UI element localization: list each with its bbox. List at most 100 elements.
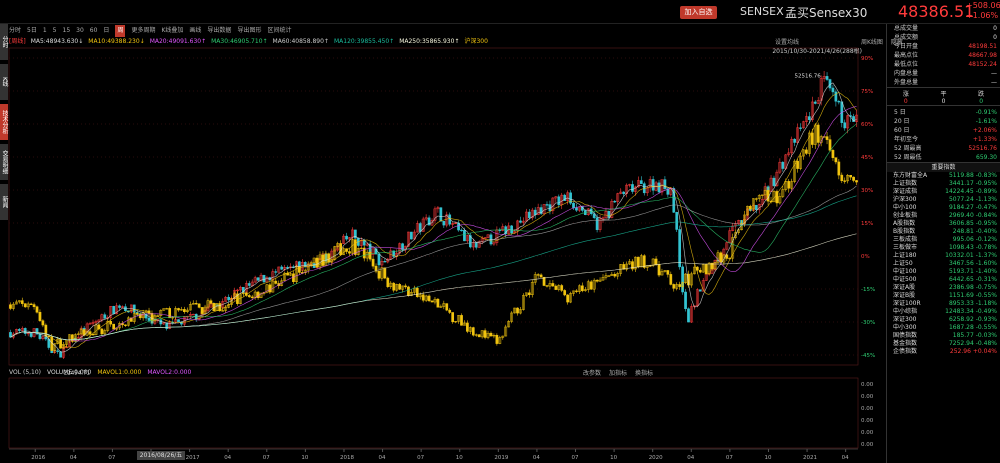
index-row[interactable]: 深证B股 1151.69 -0.55%: [887, 292, 1000, 300]
index-row[interactable]: 企债指数 252.96 +0.04%: [887, 348, 1000, 356]
index-row[interactable]: 沪深300 5077.24 -1.13%: [887, 196, 1000, 204]
csi300-candle: [368, 251, 372, 260]
csi300-candle: [407, 286, 410, 296]
csi300-candle: [180, 309, 183, 311]
index-row[interactable]: 上证50 3467.56 -1.60%: [887, 260, 1000, 268]
csi300-candle: [466, 322, 469, 332]
add-watchlist-button[interactable]: 加入自选: [680, 6, 717, 19]
csi300-candle: [445, 303, 449, 311]
csi300-candle: [852, 176, 855, 181]
period-3[interactable]: 5: [52, 27, 57, 34]
csi300-candle: [9, 304, 12, 309]
vol-button-2[interactable]: 换指标: [635, 370, 654, 377]
index-row[interactable]: B股指数 248.81 -0.40%: [887, 228, 1000, 236]
csi300-candle: [578, 285, 581, 292]
period-8[interactable]: 周: [115, 25, 126, 37]
csi300-candle: [185, 309, 189, 313]
index-name: 国债指数: [893, 332, 918, 339]
period-11[interactable]: 画线: [189, 27, 202, 34]
csi300-candle: [781, 189, 785, 197]
index-row[interactable]: 三板做市 1098.43 -0.78%: [887, 244, 1000, 252]
sensex-candle: [38, 333, 42, 339]
csi300-candle: [808, 132, 811, 154]
csi300-candle: [536, 274, 540, 276]
sensex-candle: [224, 296, 228, 302]
period-2[interactable]: 1: [42, 27, 47, 34]
index-row[interactable]: 中小100 9184.27 -0.47%: [887, 204, 1000, 212]
period-14[interactable]: 区间统计: [267, 27, 292, 34]
csi300-candle: [760, 194, 764, 196]
csi300-candle: [177, 308, 180, 311]
index-pct: -0.78%: [975, 244, 997, 251]
time-axis-label: 10: [301, 455, 308, 461]
period-5[interactable]: 30: [76, 27, 84, 34]
left-tab-1[interactable]: K线: [0, 64, 8, 100]
quote-value: 48667.98: [968, 52, 997, 59]
left-tab-3[interactable]: 交易明细: [0, 144, 8, 180]
index-row[interactable]: 基金指数 7252.94 -0.48%: [887, 340, 1000, 348]
sensex-candle: [88, 323, 92, 325]
csi300-candle: [35, 306, 39, 313]
index-row[interactable]: 中证100 5193.71 -1.40%: [887, 268, 1000, 276]
index-pct: -1.40%: [975, 268, 997, 275]
index-row[interactable]: 中小综指 12483.34 -0.49%: [887, 308, 1000, 316]
index-row[interactable]: 上证指数 3441.17 -0.95%: [887, 180, 1000, 188]
period-12[interactable]: 导出数据: [207, 27, 232, 34]
time-axis-label: 2016: [31, 455, 45, 461]
index-value: 1687.28 -0.55%: [949, 324, 997, 332]
csi300-candle: [427, 295, 431, 302]
period-1[interactable]: 5日: [27, 27, 37, 34]
period-6[interactable]: 60: [89, 27, 98, 34]
volume-axis-label: 0.00: [861, 406, 874, 412]
time-axis-label: 07: [726, 455, 733, 461]
vol-button-0[interactable]: 改参数: [583, 370, 602, 377]
index-row[interactable]: 深证A股 2386.98 -0.75%: [887, 284, 1000, 292]
csi300-candle: [365, 251, 369, 259]
index-row[interactable]: 深证300 6258.92 -0.93%: [887, 316, 1000, 324]
index-row[interactable]: 三板成指 995.06 -0.12%: [887, 236, 1000, 244]
csi300-candle: [604, 275, 608, 278]
sensex-candle: [631, 184, 634, 192]
period-7[interactable]: 日: [103, 27, 110, 34]
csi300-candle: [731, 237, 735, 259]
index-row[interactable]: 深证成指 14224.45 -0.89%: [887, 188, 1000, 196]
left-tab-0[interactable]: 分时: [0, 24, 8, 60]
sensex-candle: [442, 220, 446, 226]
perf-value: -1.61%: [975, 118, 997, 125]
index-row[interactable]: A股指数 3606.85 -0.95%: [887, 220, 1000, 228]
time-axis-label: 04: [224, 455, 231, 461]
right-axis-label: 90%: [861, 56, 873, 62]
csi300-candle: [183, 309, 186, 313]
sensex-candle: [100, 314, 104, 321]
settings-label[interactable]: 设置均线: [775, 39, 800, 46]
csi300-candle: [26, 303, 30, 308]
left-tab-4[interactable]: 新闻: [0, 184, 8, 220]
left-tab-2[interactable]: 技术分析: [0, 104, 8, 140]
csi300-candle: [73, 334, 77, 342]
volume-axis-label: 0.00: [861, 442, 874, 448]
period-9[interactable]: 更多周期: [131, 27, 156, 34]
period-10[interactable]: K线叠加: [161, 27, 184, 34]
sensex-candle: [622, 191, 625, 194]
index-row[interactable]: 创业板指 2969.40 -0.84%: [887, 212, 1000, 220]
time-axis-label: 04: [70, 455, 77, 461]
index-row[interactable]: 上证180 10332.01 -1.37%: [887, 252, 1000, 260]
period-4[interactable]: 15: [62, 27, 71, 34]
csi300-candle: [757, 195, 761, 199]
index-row[interactable]: 东方财富全A 5119.88 -0.83%: [887, 172, 1000, 180]
period-0[interactable]: 分时: [9, 27, 22, 34]
sensex-candle: [418, 223, 422, 232]
period-13[interactable]: 导出图形: [237, 27, 262, 34]
csi300-candle: [53, 343, 57, 351]
hide-button[interactable]: 隐藏: [890, 39, 903, 46]
time-axis-label: 2018: [340, 455, 354, 461]
index-row[interactable]: 中小300 1687.28 -0.55%: [887, 324, 1000, 332]
quote-label: 今日开盘: [894, 43, 919, 50]
index-row[interactable]: 国债指数 185.77 -0.03%: [887, 332, 1000, 340]
sensex-candle: [628, 184, 631, 186]
index-row[interactable]: 中证500 6442.65 -0.31%: [887, 276, 1000, 284]
ma-settings[interactable]: 设置均线 周K线图 隐藏: [775, 37, 903, 46]
index-row[interactable]: 深证100R 8953.33 -1.18%: [887, 300, 1000, 308]
vol-button-1[interactable]: 加指标: [609, 370, 628, 377]
